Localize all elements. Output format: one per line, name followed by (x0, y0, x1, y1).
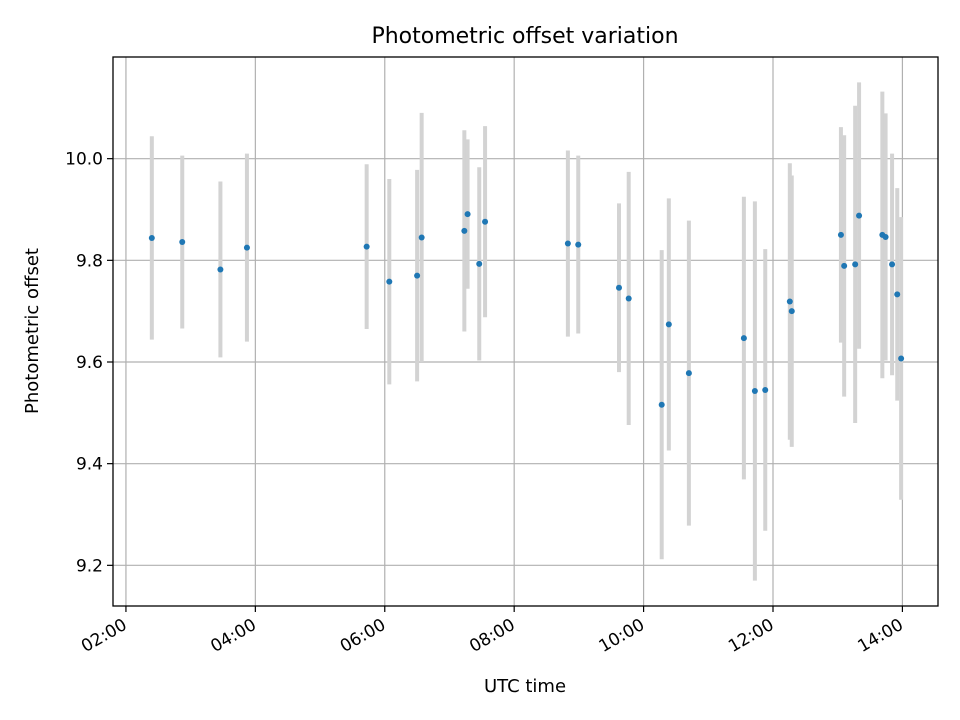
data-points (148, 211, 905, 408)
data-point (898, 355, 905, 362)
data-point (482, 218, 489, 225)
data-point (658, 401, 665, 408)
data-point (464, 211, 471, 218)
grid (113, 57, 938, 606)
x-axis-label: UTC time (484, 676, 566, 697)
data-point (894, 291, 901, 298)
y-axis-ticks: 9.2 9.4 9.6 9.8 10.0 (65, 150, 113, 576)
data-point (386, 278, 393, 285)
data-point (148, 234, 155, 241)
data-point (625, 295, 632, 302)
data-point (575, 241, 582, 248)
data-point (856, 212, 863, 219)
y-tick-label: 9.6 (76, 353, 103, 373)
data-point (889, 261, 896, 268)
plot-frame (112, 56, 939, 607)
data-point (217, 266, 224, 273)
data-point (418, 234, 425, 241)
data-point (762, 386, 769, 393)
data-point (685, 370, 692, 377)
data-point (837, 231, 844, 238)
data-point (179, 239, 186, 246)
data-point (882, 233, 889, 240)
data-point (461, 227, 468, 234)
y-tick-label: 9.4 (76, 455, 103, 475)
y-tick-label: 9.8 (76, 251, 103, 271)
y-axis-label: Photometric offset (22, 248, 43, 414)
data-point (616, 284, 622, 291)
chart-title: Photometric offset variation (371, 24, 678, 49)
data-point (363, 243, 370, 250)
data-point (751, 387, 758, 394)
data-point (243, 244, 250, 251)
data-point (841, 262, 848, 269)
y-tick-label: 9.2 (76, 556, 103, 576)
data-point (564, 240, 571, 247)
data-point (740, 335, 747, 342)
data-point (788, 308, 795, 315)
y-tick-label: 10.0 (65, 150, 103, 170)
data-point (852, 261, 859, 268)
data-point (786, 298, 793, 305)
data-point (665, 321, 672, 328)
data-point (414, 272, 421, 279)
data-point (476, 260, 483, 267)
